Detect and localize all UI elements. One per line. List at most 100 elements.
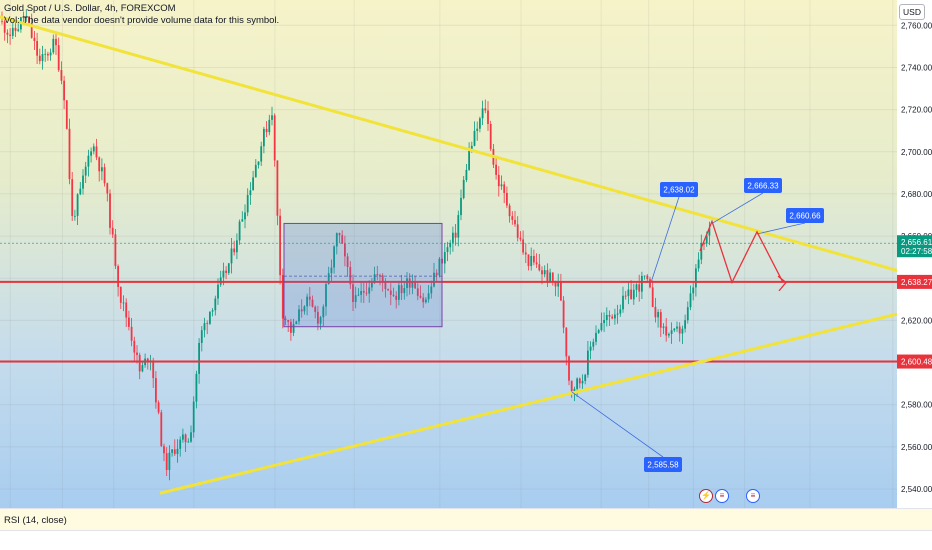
candle-body — [565, 327, 568, 357]
symbol-title[interactable]: Gold Spot / U.S. Dollar, 4h, FOREXCOM — [4, 3, 176, 14]
candle-body — [549, 272, 551, 282]
candle-body — [524, 252, 527, 255]
candle-body — [581, 380, 584, 384]
candle-body — [222, 270, 225, 278]
candle-body — [403, 288, 406, 294]
candle-body — [190, 432, 192, 442]
candle-body — [659, 312, 662, 328]
candle-body — [587, 350, 589, 375]
candle-body — [533, 256, 535, 263]
candle-body — [230, 248, 233, 264]
ascending-trendline — [159, 312, 898, 495]
candle-body — [57, 45, 60, 71]
price-tick-label: 2,700.00 — [901, 148, 932, 157]
candle-body — [527, 254, 530, 267]
candle-body — [695, 268, 697, 288]
candle-body — [708, 227, 711, 236]
candle-body — [438, 258, 441, 276]
candle-body — [92, 146, 95, 152]
candle-body — [76, 194, 79, 216]
flash-event-icon[interactable]: ⚡ — [699, 489, 713, 503]
callout-leader — [756, 222, 806, 235]
candle-body — [263, 128, 265, 147]
candle-body — [551, 272, 554, 282]
candle-body — [684, 320, 686, 329]
candle-body — [352, 284, 354, 302]
candle-body — [22, 17, 25, 19]
candle-body — [71, 179, 74, 216]
candle-body — [3, 21, 6, 33]
plot-area[interactable] — [0, 0, 932, 508]
candle-body — [703, 243, 705, 245]
candle-body — [511, 216, 514, 220]
candle-body — [665, 326, 668, 336]
candle-body — [90, 151, 92, 156]
candle-body — [389, 290, 392, 295]
candle-body — [452, 232, 454, 243]
us-flag-event-icon[interactable]: ≡ — [715, 489, 729, 503]
rsi-pane[interactable]: RSI (14, close) — [0, 508, 932, 531]
candle-body — [489, 123, 492, 150]
rsi-label[interactable]: RSI (14, close) — [4, 515, 67, 526]
candle-body — [157, 402, 160, 413]
candle-body — [152, 360, 155, 379]
candle-body — [495, 164, 497, 175]
candle-body — [182, 434, 184, 440]
candle-body — [419, 295, 422, 298]
candle-body — [646, 275, 649, 280]
us-flag-event-icon[interactable]: ≡ — [746, 489, 760, 503]
candle-body — [622, 295, 624, 310]
candle-body — [673, 328, 676, 331]
candle-body — [627, 289, 630, 297]
candle-body — [689, 293, 692, 308]
candle-body — [265, 128, 268, 133]
candle-body — [273, 115, 276, 161]
candle-body — [422, 297, 425, 303]
candle-body — [198, 342, 200, 374]
price-tick-label: 2,680.00 — [901, 190, 932, 199]
candle-body — [535, 262, 538, 265]
candle-body — [268, 119, 271, 133]
candle-body — [52, 38, 55, 53]
candle-body — [200, 330, 203, 343]
candle-body — [41, 54, 44, 62]
currency-button[interactable]: USD — [899, 4, 925, 20]
candle-body — [395, 295, 398, 300]
candle-body — [184, 434, 187, 443]
candle-body — [290, 321, 292, 333]
candle-body — [481, 108, 484, 119]
candle-body — [206, 323, 209, 324]
candle-body — [287, 319, 290, 322]
candle-body — [122, 302, 125, 304]
candle-body — [651, 287, 654, 308]
candle-body — [414, 281, 416, 289]
candle-body — [271, 115, 273, 120]
candle-body — [17, 29, 20, 31]
candle-body — [165, 453, 168, 470]
callout-leader — [650, 196, 680, 283]
candle-body — [79, 188, 82, 195]
candle-body — [368, 287, 371, 294]
candle-body — [322, 306, 325, 318]
candle-body — [141, 365, 144, 372]
candle-body — [335, 233, 338, 247]
candle-body — [319, 317, 322, 324]
time-axis[interactable] — [0, 530, 932, 550]
candle-body — [244, 212, 246, 220]
candle-body — [168, 452, 171, 470]
candle-body — [425, 299, 427, 303]
candle-body — [454, 232, 457, 238]
candle-body — [74, 215, 76, 217]
candle-body — [387, 289, 389, 291]
candle-body — [641, 276, 643, 292]
candle-body — [676, 326, 678, 329]
candle-body — [238, 221, 241, 241]
candle-body — [6, 32, 9, 35]
candle-body — [330, 267, 333, 274]
candle-body — [344, 243, 346, 257]
candle-body — [346, 256, 349, 268]
candle-body — [411, 281, 414, 288]
candle-body — [668, 333, 670, 336]
